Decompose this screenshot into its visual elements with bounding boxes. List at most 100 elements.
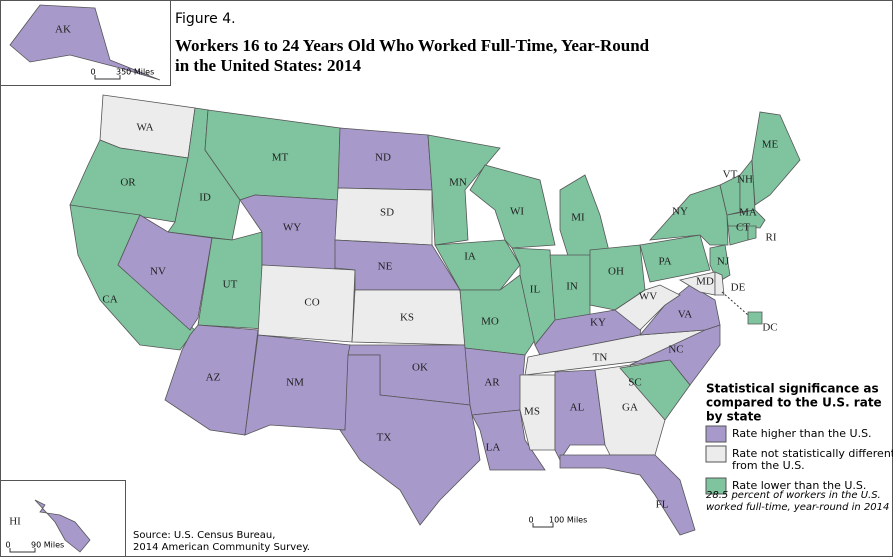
state-label: OK [412, 362, 428, 374]
legend-title: compared to the U.S. rate [706, 396, 882, 410]
legend-title: by state [706, 410, 761, 424]
state-label: HI [9, 516, 21, 528]
state-label: KY [590, 317, 606, 329]
legend-label: Rate higher than the U.S. [732, 427, 872, 440]
state-label: MN [449, 177, 467, 189]
state [751, 111, 801, 206]
title: in the United States: 2014 [175, 56, 362, 75]
figure-label: Figure 4. [175, 11, 236, 27]
dc-leader [721, 291, 749, 316]
state-label: ID [199, 192, 211, 204]
legend-label: from the U.S. [732, 459, 805, 472]
state-label: IN [566, 281, 578, 293]
state-label: MS [524, 406, 540, 418]
scale-label: 100 Miles [549, 516, 587, 525]
scale-label: 0 [528, 516, 533, 525]
note: worked full-time, year-round in 2014 [706, 502, 889, 513]
state-label: WI [510, 206, 524, 218]
legend-swatch [705, 477, 727, 495]
state [747, 311, 763, 325]
state [639, 234, 711, 283]
state-label: ND [375, 152, 391, 164]
scale-label: 0 [5, 541, 10, 550]
state-label: UT [223, 279, 238, 291]
state-label: WV [639, 291, 657, 303]
state-label: CA [102, 294, 117, 306]
source: 2014 American Community Survey. [133, 542, 310, 553]
state [747, 225, 757, 241]
state-label: SD [380, 207, 394, 219]
state-label: WY [283, 222, 301, 234]
state [469, 164, 556, 249]
state-label: GA [622, 402, 638, 414]
scale-bar [9, 548, 36, 553]
state-label: ME [762, 139, 779, 151]
note: 28.5 percent of workers in the U.S. [706, 490, 881, 501]
alaska-inset-border [0, 0, 171, 86]
state-label: SC [628, 377, 641, 389]
legend-label: Rate not statistically different [732, 447, 893, 460]
state-label: MD [696, 276, 714, 288]
legend-label: Rate lower than the U.S. [732, 479, 866, 492]
state-label: MT [272, 152, 289, 164]
state-label: NY [672, 206, 688, 218]
state-label: MO [481, 316, 499, 328]
scale-bar [94, 75, 121, 80]
legend-swatch [705, 445, 727, 463]
state-label: LA [486, 442, 501, 454]
state-label: WA [136, 122, 153, 134]
state-label: AK [55, 24, 71, 36]
state [649, 184, 729, 246]
states [9, 4, 801, 553]
state [726, 209, 766, 229]
state-label: NH [737, 174, 753, 186]
state-label: KS [400, 312, 414, 324]
state-label: FL [656, 499, 669, 511]
state-label: TX [377, 432, 392, 444]
state-label: RI [766, 232, 777, 244]
state [34, 499, 91, 553]
state-label: TN [593, 352, 608, 364]
state-label: DC [762, 322, 777, 334]
state-label: AZ [206, 372, 221, 384]
state-label: NJ [717, 256, 730, 268]
state-label: AR [484, 377, 500, 389]
scale-label: 350 Miles [116, 68, 154, 77]
scale-bar [532, 523, 554, 528]
state [164, 324, 259, 436]
state [427, 134, 501, 246]
state-label: IL [530, 284, 541, 296]
texts: WA OR CA ID NV UT AZ MT WY CO NM ND SD NE KS OK TX MN IA MO… [5, 11, 893, 553]
source: Source: U.S. Census Bureau, [133, 530, 275, 541]
state-label: NC [668, 344, 683, 356]
state-label: NE [378, 261, 393, 273]
state [117, 214, 213, 331]
state-label: MA [739, 207, 757, 219]
state-label: MI [571, 212, 585, 224]
scale-label: 0 [90, 68, 95, 77]
state [244, 334, 351, 436]
state-label: CO [304, 297, 319, 309]
state [519, 374, 556, 451]
title: Workers 16 to 24 Years Old Who Worked Fu… [175, 36, 650, 55]
state-label: NM [286, 377, 304, 389]
hawaii-inset-border [0, 480, 126, 557]
state-label: OH [608, 266, 624, 278]
state-label: DE [731, 282, 746, 294]
state-label: AL [570, 402, 585, 414]
state [434, 239, 521, 291]
state-label: NV [150, 266, 166, 278]
state [339, 354, 481, 526]
state-label: VA [678, 309, 693, 321]
state [9, 4, 161, 81]
state [614, 284, 681, 331]
legend-title: Statistical significance as [706, 382, 879, 396]
state [714, 271, 725, 296]
state-label: CT [736, 222, 750, 234]
state-label: VT [723, 169, 738, 181]
state-label: OR [120, 177, 136, 189]
state-label: PA [658, 256, 671, 268]
state-label: IA [464, 251, 476, 263]
